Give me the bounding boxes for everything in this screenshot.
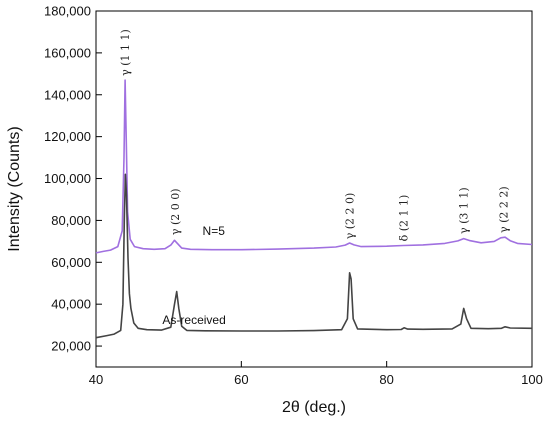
peak-label: γ (1 1 1) — [119, 29, 132, 76]
y-axis-ticks: 20,000 40,000 60,000 80,000 100,000 120,000 14… — [44, 4, 102, 354]
series-line — [95, 173, 533, 339]
series-label: As-received — [162, 313, 225, 327]
series-line — [95, 79, 533, 254]
series-label: N=5 — [203, 224, 226, 238]
y-tick-label: 140,000 — [44, 87, 91, 102]
plot-area — [95, 10, 533, 368]
y-tick-label: 40,000 — [51, 297, 91, 312]
x-tick-label: 100 — [521, 372, 543, 387]
x-tick-label: 60 — [234, 372, 248, 387]
peak-label: γ (2 0 0) — [169, 188, 182, 235]
y-tick-label: 120,000 — [44, 129, 91, 144]
series-layer: N=5 As-received — [95, 79, 533, 339]
x-tick-label: 40 — [89, 372, 103, 387]
x-axis-title: 2θ (deg.) — [282, 399, 346, 416]
y-tick-label: 100,000 — [44, 171, 91, 186]
peak-label: γ (2 2 2) — [498, 186, 511, 233]
x-tick-label: 80 — [379, 372, 393, 387]
y-axis-title: Intensity (Counts) — [6, 126, 23, 251]
x-axis-ticks: 40 60 80 100 — [89, 361, 543, 387]
peak-label: δ (2 1 1) — [397, 195, 410, 242]
peak-labels: γ (1 1 1) γ (2 0 0) γ (2 2 0) δ (2 1 1) γ (3… — [119, 29, 511, 241]
y-tick-label: 60,000 — [51, 255, 91, 270]
peak-label: γ (2 2 0) — [344, 193, 357, 240]
peak-label: γ (3 1 1) — [458, 187, 471, 234]
y-tick-label: 180,000 — [44, 4, 91, 19]
y-tick-label: 160,000 — [44, 45, 91, 60]
y-tick-label: 20,000 — [51, 339, 91, 354]
y-tick-label: 80,000 — [51, 213, 91, 228]
